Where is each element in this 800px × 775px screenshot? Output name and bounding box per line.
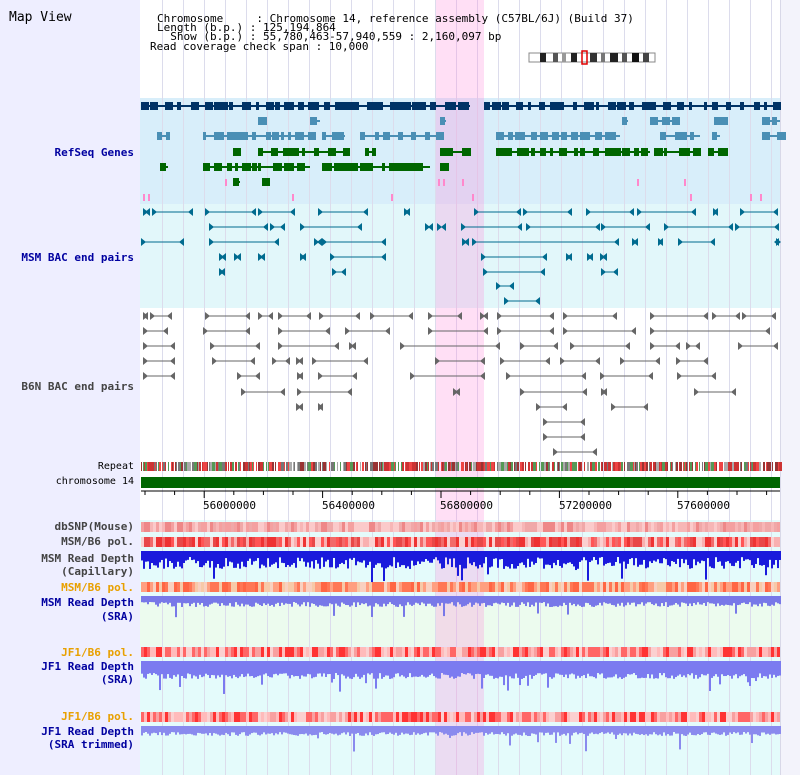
scrollbar[interactable]: [780, 0, 800, 775]
repeat-label: Repeat: [97, 461, 134, 472]
jf1-depth-trim-sub: (SRA trimmed): [47, 738, 134, 751]
grid-line: [498, 0, 499, 775]
grid-line: [267, 0, 268, 775]
jf1-depth-trim-label: JF1 Read Depth: [41, 725, 134, 738]
msm-b6-pol-label-2: MSM/B6 pol.: [61, 581, 134, 594]
axis-tick-label: 56400000: [322, 499, 375, 512]
msm-depth-sra-label: MSM Read Depth: [41, 596, 134, 609]
grid-line: [435, 0, 436, 775]
axis-tick-label: 57600000: [677, 499, 730, 512]
refseq-genes-label[interactable]: RefSeq Genes: [54, 146, 134, 159]
track-label-panel: [0, 0, 140, 775]
jf1-b6-pol-label: JF1/B6 pol.: [61, 646, 134, 659]
msm-depth-capillary-label: MSM Read Depth: [41, 552, 134, 565]
grid-line: [372, 0, 373, 775]
length-info: Length (b.p.) : 125,194,864: [157, 21, 336, 34]
grid-line: [582, 0, 583, 775]
grid-line: [225, 0, 226, 775]
grid-line: [645, 0, 646, 775]
axis-tick-label: 56800000: [440, 499, 493, 512]
grid-line: [750, 0, 751, 775]
page-title: Map View: [9, 10, 72, 25]
grid-line: [414, 0, 415, 775]
grid-line: [771, 0, 772, 775]
grid-line: [288, 0, 289, 775]
grid-line: [246, 0, 247, 775]
grid-line: [666, 0, 667, 775]
grid-line: [351, 0, 352, 775]
msm-depth-sra-sub: (SRA): [100, 610, 134, 623]
b6n-bac-label[interactable]: B6N BAC end pairs: [21, 380, 134, 393]
grid-line: [477, 0, 478, 775]
jf1-depth-sra-sub: (SRA): [100, 673, 134, 686]
grid-line: [561, 0, 562, 775]
axis-tick-label: 56000000: [203, 499, 256, 512]
grid-line: [330, 0, 331, 775]
msm-bac-label[interactable]: MSM BAC end pairs: [21, 251, 134, 264]
grid-line: [624, 0, 625, 775]
grid-line: [456, 0, 457, 775]
grid-line: [729, 0, 730, 775]
grid-line: [309, 0, 310, 775]
grid-line: [204, 0, 205, 775]
axis-tick-label: 57200000: [559, 499, 612, 512]
grid-line: [540, 0, 541, 775]
grid-line: [162, 0, 163, 775]
grid-line: [183, 0, 184, 775]
grid-line: [603, 0, 604, 775]
msm-depth-capillary-sub: (Capillary): [61, 565, 134, 578]
chromosome-label: chromosome 14: [55, 476, 134, 487]
selected-region-highlight[interactable]: [436, 0, 484, 775]
show-range-info: Show (b.p.) : 55,780,463-57,940,559 : 2,…: [157, 30, 502, 43]
dbsnp-label: dbSNP(Mouse): [54, 520, 134, 533]
jf1-b6-pol-label-2: JF1/B6 pol.: [61, 710, 134, 723]
grid-line: [708, 0, 709, 775]
jf1-depth-sra-label: JF1 Read Depth: [41, 660, 134, 673]
chromosome-info: Chromosome : Chromosome 14, reference as…: [157, 12, 634, 25]
coverage-span-info: Read coverage check span : 10,000: [150, 40, 369, 53]
msm-b6-pol-label: MSM/B6 pol.: [61, 535, 134, 548]
grid-line: [519, 0, 520, 775]
grid-line: [687, 0, 688, 775]
grid-line: [393, 0, 394, 775]
